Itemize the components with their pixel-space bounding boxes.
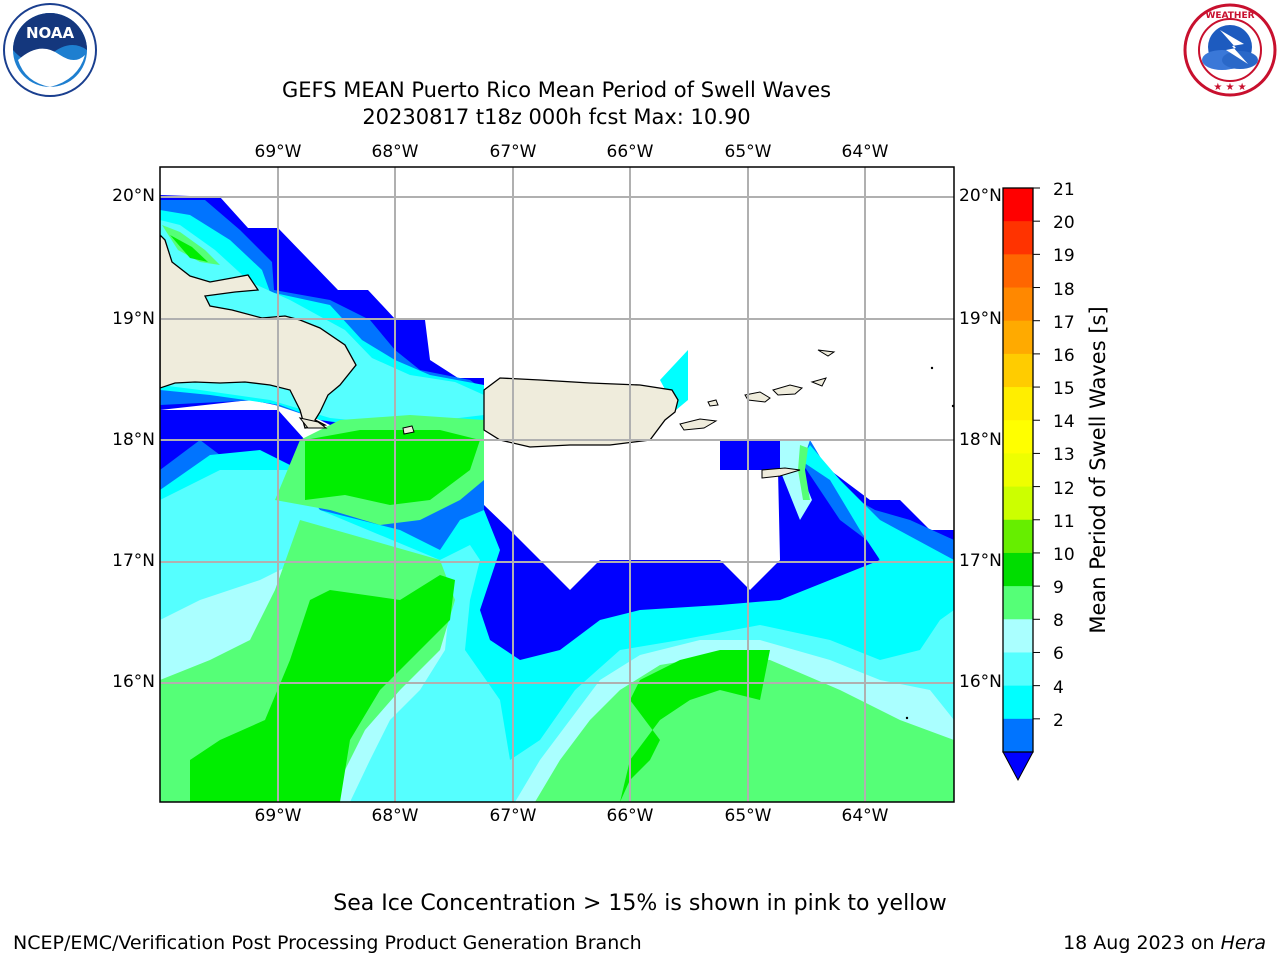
colorbar-cell bbox=[1003, 287, 1033, 322]
lat-tick-right: 17°N bbox=[959, 551, 1002, 571]
colorbar-cell bbox=[1003, 453, 1033, 488]
colorbar-label: 14 bbox=[1053, 412, 1075, 433]
colorbar-label: 10 bbox=[1053, 544, 1075, 565]
lon-tick-bottom: 69°W bbox=[254, 806, 302, 826]
colorbar-cell bbox=[1003, 552, 1033, 587]
lon-tick-top: 67°W bbox=[489, 142, 537, 162]
contour-south-11-12 bbox=[190, 575, 455, 802]
svg-text:★ ★ ★: ★ ★ ★ bbox=[1213, 82, 1246, 93]
colorbar-label: 2 bbox=[1053, 710, 1064, 731]
colorbar bbox=[1002, 187, 1040, 782]
land-hispaniola bbox=[160, 234, 357, 429]
colorbar-label: 15 bbox=[1053, 379, 1075, 400]
contour-east-10-11 bbox=[798, 445, 810, 500]
map-title: GEFS MEAN Puerto Rico Mean Period of Swe… bbox=[281, 78, 832, 102]
land-beata bbox=[298, 417, 328, 429]
land-virgin-islands bbox=[744, 349, 836, 403]
map-frame bbox=[159, 166, 955, 803]
colorbar-label: 6 bbox=[1053, 644, 1064, 665]
colorbar-cell bbox=[1003, 652, 1033, 687]
colorbar-frame bbox=[1002, 187, 1034, 753]
colorbar-label: 19 bbox=[1053, 246, 1075, 267]
colorbar-label: 13 bbox=[1053, 445, 1075, 466]
colorbar-title: Mean Period of Swell Waves [s] bbox=[1086, 306, 1110, 634]
colorbar-label: 17 bbox=[1053, 312, 1075, 333]
colorbar-cell bbox=[1003, 586, 1033, 620]
colorbar-label: 11 bbox=[1053, 511, 1075, 532]
lat-tick-left: 20°N bbox=[112, 186, 155, 206]
graticule bbox=[160, 167, 954, 802]
colorbar-cell bbox=[1003, 254, 1033, 289]
lat-tick-left: 18°N bbox=[112, 430, 155, 450]
colorbar-cell bbox=[1003, 685, 1033, 720]
lon-tick-top: 65°W bbox=[724, 142, 772, 162]
lat-tick-right: 18°N bbox=[959, 430, 1002, 450]
lon-tick-top: 64°W bbox=[841, 142, 889, 162]
lat-tick-right: 19°N bbox=[959, 309, 1002, 329]
colorbar-label: 20 bbox=[1053, 213, 1075, 234]
lon-tick-bottom: 65°W bbox=[724, 806, 772, 826]
colorbar-label: 21 bbox=[1053, 180, 1075, 200]
noaa-logo: NOAA bbox=[3, 3, 97, 97]
lat-tick-left: 19°N bbox=[112, 309, 155, 329]
colorbar-cell bbox=[1003, 619, 1033, 653]
contour-east-6-8 bbox=[660, 350, 688, 410]
lon-tick-bottom: 66°W bbox=[606, 806, 654, 826]
colorbar-cell bbox=[1003, 519, 1033, 554]
land-culebra bbox=[707, 399, 719, 407]
colorbar-extend-arrow bbox=[1002, 751, 1034, 782]
colorbar-label: 9 bbox=[1053, 578, 1064, 599]
footer-credit: NCEP/EMC/Verification Post Processing Pr… bbox=[13, 932, 642, 954]
lat-tick-right: 16°N bbox=[959, 672, 1002, 692]
svg-text:WEATHER: WEATHER bbox=[1205, 11, 1254, 21]
lon-tick-bottom: 67°W bbox=[489, 806, 537, 826]
lon-tick-top: 66°W bbox=[606, 142, 654, 162]
colorbar-cell bbox=[1003, 353, 1033, 388]
land-saona bbox=[402, 425, 415, 435]
colorbar-cell bbox=[1003, 387, 1033, 421]
footer-host: Hera bbox=[1220, 932, 1266, 954]
contour-south-11-12-b bbox=[620, 650, 770, 802]
nws-logo: WEATHER ★ ★ ★ bbox=[1183, 3, 1277, 97]
colorbar-cell bbox=[1003, 420, 1033, 454]
colorbar-cell bbox=[1003, 221, 1033, 255]
contour-nw-11-12 bbox=[170, 235, 208, 262]
colorbar-label: 8 bbox=[1053, 611, 1064, 632]
lon-tick-bottom: 68°W bbox=[371, 806, 419, 826]
contour-nw-10-11 bbox=[162, 225, 220, 265]
footer-date: 18 Aug 2023 on Hera bbox=[1063, 932, 1266, 954]
contour-north-11-12 bbox=[305, 430, 480, 505]
colorbar-cell bbox=[1003, 320, 1033, 355]
colorbar-label: 18 bbox=[1053, 279, 1075, 300]
sea-ice-note: Sea Ice Concentration > 15% is shown in … bbox=[333, 891, 947, 916]
land-vieques bbox=[679, 418, 718, 431]
colorbar-cell bbox=[1003, 188, 1033, 222]
lat-tick-left: 17°N bbox=[112, 551, 155, 571]
map-subtitle: 20230817 t18z 000h fcst Max: 10.90 bbox=[362, 105, 751, 129]
land-st-croix bbox=[761, 467, 801, 479]
colorbar-label: 12 bbox=[1053, 478, 1075, 499]
lat-tick-right: 20°N bbox=[959, 186, 1002, 206]
footer-date-text: 18 Aug 2023 on bbox=[1063, 932, 1221, 954]
lon-tick-bottom: 64°W bbox=[841, 806, 889, 826]
lon-tick-top: 68°W bbox=[371, 142, 419, 162]
colorbar-cell bbox=[1003, 718, 1033, 753]
colorbar-label: 16 bbox=[1053, 345, 1075, 366]
colorbar-cell bbox=[1003, 486, 1033, 521]
lat-tick-left: 16°N bbox=[112, 672, 155, 692]
noaa-logo-text: NOAA bbox=[26, 24, 75, 42]
lon-tick-top: 69°W bbox=[254, 142, 302, 162]
swell-period-field bbox=[160, 167, 954, 802]
colorbar-label: 4 bbox=[1053, 677, 1064, 698]
